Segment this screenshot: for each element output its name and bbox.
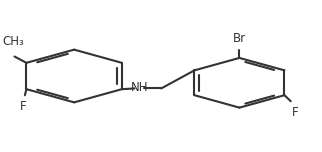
Text: F: F: [292, 107, 299, 119]
Text: Br: Br: [233, 32, 246, 45]
Text: NH: NH: [130, 81, 148, 94]
Text: F: F: [20, 100, 27, 114]
Text: CH₃: CH₃: [2, 35, 24, 48]
